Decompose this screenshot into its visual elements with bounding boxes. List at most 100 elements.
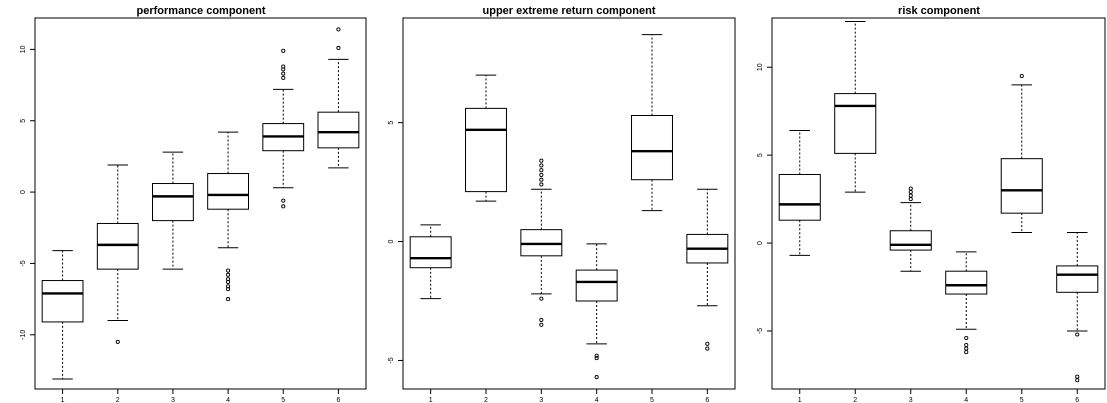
panel-3: risk component -5 0 5 10 1 2 3 4 5 6 [757, 5, 1106, 403]
box-6 [1056, 232, 1099, 383]
box-3 [152, 151, 194, 270]
outlier-point [1019, 73, 1024, 79]
y-tick-label: 0 [388, 240, 395, 244]
outlier-point [1075, 332, 1080, 337]
outlier-point [594, 356, 599, 361]
panel-title: upper extreme return component [483, 5, 656, 17]
outlier-point [336, 45, 341, 51]
y-tick-label: 5 [20, 119, 27, 123]
panel-1: performance component -10 -5 0 5 10 1 2 3 4 5 6 [20, 5, 367, 403]
iqr-box [317, 111, 360, 149]
outlier-point [964, 350, 969, 355]
outlier-point [281, 48, 286, 53]
y-tick-label: -5 [20, 260, 27, 266]
outlier-point [226, 268, 231, 273]
outlier-point [281, 204, 286, 209]
iqr-box [41, 280, 84, 323]
outlier-point [908, 190, 913, 195]
outlier-point [1075, 378, 1080, 383]
x-tick-label: 4 [226, 397, 230, 403]
outlier-point [281, 64, 286, 69]
outlier-point [908, 197, 913, 202]
x-tick-label: 2 [116, 397, 120, 403]
outlier-point [539, 296, 544, 301]
outlier-point [281, 198, 286, 203]
box-4 [945, 251, 988, 355]
outlier-point [964, 346, 969, 351]
outlier-point [705, 346, 710, 351]
box-5 [1000, 73, 1043, 234]
iqr-box [96, 222, 139, 270]
iqr-box [834, 93, 877, 154]
x-tick-label: 4 [595, 397, 599, 403]
x-tick-label: 3 [909, 397, 913, 403]
y-tick-label: -5 [757, 328, 764, 334]
y-tick-label: 0 [757, 241, 764, 245]
iqr-box [1000, 158, 1043, 214]
iqr-box [152, 183, 194, 222]
outlier-point [908, 193, 913, 198]
box-3 [889, 186, 932, 272]
box-1 [778, 130, 821, 256]
y-tick-label: 10 [757, 63, 764, 71]
y-tick-label: 10 [20, 45, 27, 53]
x-tick-label: 6 [705, 397, 709, 403]
x-tick-label: 1 [798, 397, 802, 403]
y-tick-label: 5 [757, 153, 764, 157]
outlier-point [539, 322, 544, 327]
x-tick-label: 3 [539, 397, 543, 403]
outlier-point [281, 75, 286, 80]
outlier-point [336, 27, 341, 32]
box-2 [96, 164, 139, 344]
y-tick-label: 5 [388, 121, 395, 125]
iqr-box [631, 115, 673, 181]
plot-frame [402, 17, 736, 390]
outlier-point [964, 342, 969, 348]
outlier-point [964, 335, 969, 341]
outlier-point [226, 272, 231, 277]
box-1 [41, 250, 84, 380]
x-tick-label: 3 [171, 397, 175, 403]
box-5 [262, 48, 305, 209]
x-tick-label: 1 [61, 397, 65, 403]
iqr-box [889, 230, 932, 251]
outlier-point [539, 163, 544, 168]
box-4 [207, 131, 249, 302]
x-tick-label: 1 [429, 397, 433, 403]
x-tick-label: 6 [336, 397, 340, 403]
outlier-point [539, 172, 544, 178]
outlier-point [594, 375, 599, 380]
outlier-point [908, 186, 913, 191]
y-tick-label: -10 [20, 330, 27, 340]
plot-frame [771, 17, 1106, 390]
outlier-point [539, 177, 544, 182]
panel-2: upper extreme return component -5 0 5 1 2 3 4 5 6 [388, 5, 736, 403]
box-5 [631, 34, 673, 212]
x-tick-label: 5 [281, 397, 285, 403]
outlier-point [226, 297, 231, 302]
outlier-point [226, 287, 231, 292]
box-6 [317, 27, 360, 169]
outlier-point [281, 71, 286, 76]
iqr-box [945, 270, 988, 295]
outlier-point [594, 353, 599, 358]
panel-title: risk component [898, 5, 980, 17]
y-tick-label: 0 [20, 190, 27, 194]
x-tick-label: 4 [964, 397, 968, 403]
panel-title: performance component [137, 5, 266, 17]
outlier-point [705, 341, 710, 346]
outlier-point [226, 279, 231, 285]
iqr-box [1056, 265, 1099, 293]
outlier-point [539, 317, 544, 323]
x-tick-label: 5 [650, 397, 654, 403]
outlier-point [539, 168, 544, 173]
iqr-box [465, 107, 507, 193]
box-1 [409, 224, 452, 300]
iqr-box [409, 236, 452, 269]
box-4 [575, 243, 618, 380]
y-tick-label: -5 [388, 357, 395, 363]
plot-frame [34, 17, 367, 390]
outlier-point [539, 158, 544, 163]
iqr-box [207, 173, 249, 210]
